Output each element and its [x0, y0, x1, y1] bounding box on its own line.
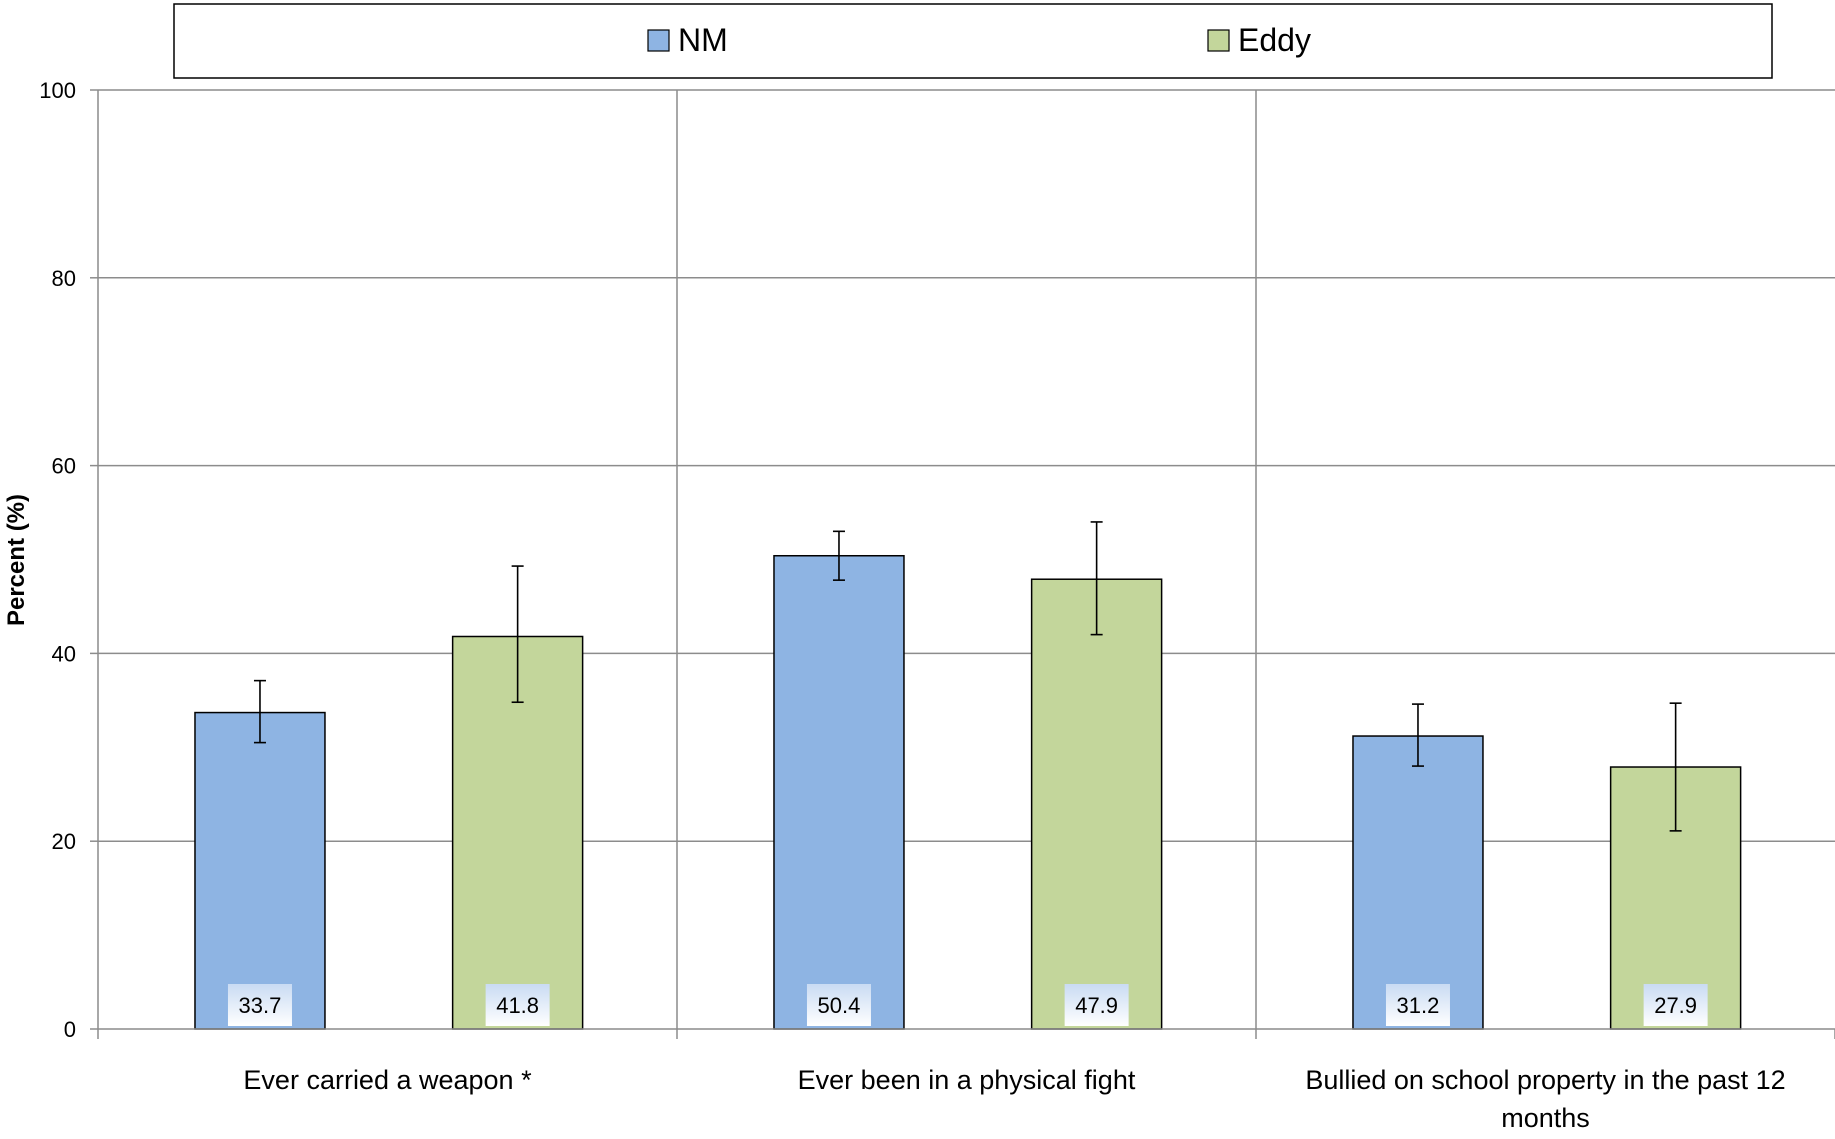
y-tick-label: 80 — [52, 266, 76, 291]
x-category-label-line: months — [1501, 1103, 1590, 1133]
legend-swatch-nm — [647, 29, 670, 52]
x-category-label: Ever been in a physical fight — [798, 1065, 1136, 1095]
x-category-label-line: Bullied on school property in the past 1… — [1305, 1065, 1785, 1095]
data-label-box — [1064, 984, 1129, 1026]
y-tick-label: 40 — [52, 641, 76, 666]
data-label-box — [806, 984, 871, 1026]
bar-nm — [1352, 735, 1484, 1030]
y-tick-label: 0 — [64, 1017, 76, 1042]
bar-nm — [773, 554, 905, 1030]
bar-eddy — [1030, 578, 1163, 1030]
legend: NM Eddy — [173, 3, 1773, 79]
gridlines — [98, 89, 1835, 1029]
data-label-box — [227, 984, 292, 1026]
data-label-box — [1385, 984, 1450, 1026]
axes — [90, 89, 1835, 1039]
data-label: 27.9 — [1654, 993, 1697, 1018]
data-label: 50.4 — [818, 993, 861, 1018]
data-label-box — [1643, 984, 1708, 1026]
data-label: 33.7 — [239, 993, 282, 1018]
y-tick-label: 20 — [52, 829, 76, 854]
data-label-box — [485, 984, 550, 1026]
x-category-label-line: Ever been in a physical fight — [798, 1065, 1136, 1095]
data-label: 41.8 — [496, 993, 539, 1018]
bars — [194, 521, 1742, 1030]
x-category-label-line: Ever carried a weapon * — [243, 1065, 532, 1095]
legend-label-nm: NM — [678, 22, 728, 58]
y-tick-label: 60 — [52, 454, 76, 479]
legend-label-eddy: Eddy — [1238, 22, 1311, 58]
labels: 0 20 40 60 80 100 33.7 50.4 31.2 41.8 47.9 27.9 Ever… — [39, 78, 1785, 1133]
legend-swatch-eddy — [1207, 29, 1230, 52]
y-axis-title: Percent (%) — [3, 494, 30, 626]
bar-nm — [194, 711, 326, 1030]
x-category-label: Ever carried a weapon * — [243, 1065, 532, 1095]
y-tick-label: 100 — [39, 78, 76, 103]
data-label: 31.2 — [1397, 993, 1440, 1018]
x-category-label: Bullied on school property in the past 1… — [1305, 1065, 1785, 1133]
data-label: 47.9 — [1075, 993, 1118, 1018]
legend-box — [173, 3, 1773, 79]
